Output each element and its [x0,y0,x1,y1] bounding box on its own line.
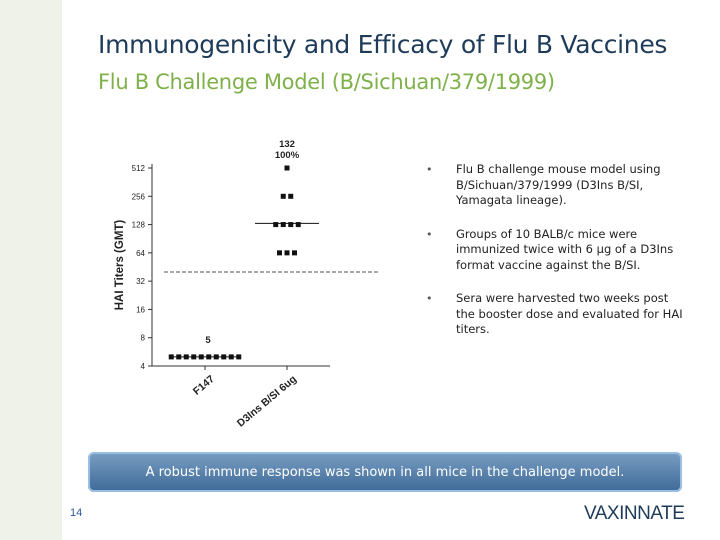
x-axis: F147 D3Ins B/SI 6ug [152,365,330,430]
y-axis: 4 8 16 32 64 128 256 512 [132,164,153,371]
bullet-text: Flu B challenge mouse model using B/Sich… [456,162,661,207]
y-tick-label: 32 [136,277,145,286]
data-point [277,250,282,256]
bullet-item: • Flu B challenge mouse model using B/Sic… [420,162,690,209]
y-tick-label: 128 [132,221,146,230]
slide-number: 14 [70,507,83,519]
group-annotation: 100% [275,150,300,161]
data-point [288,193,294,199]
data-point [284,250,290,256]
y-tick-label: 16 [136,305,145,314]
data-point [280,193,286,199]
x-tick-label: D3Ins B/SI 6ug [235,373,299,429]
y-axis-label: HAI Titers (GMT) [114,220,126,311]
left-sidebar-band [0,0,62,540]
conclusion-banner: A robust immune response was shown in al… [88,452,682,492]
x-tick-label: F147 [191,373,217,398]
bullet-marker: • [426,163,433,176]
company-logo: VAXINNATE [584,503,685,524]
data-points [168,165,319,360]
y-tick-label: 256 [132,192,146,201]
sidebar-divider [62,0,63,540]
data-point [292,250,297,256]
group-annotation: 132 [279,139,295,150]
data-point [288,222,294,228]
bullet-item: • Sera were harvested two weeks post the … [420,291,690,338]
slide-title: Immunogenicity and Efficacy of Flu B Vac… [98,30,668,59]
group-annotation: 5 [205,335,211,346]
data-point [284,165,290,171]
hai-titer-scatter-chart: HAI Titers (GMT) 4 8 16 32 64 128 256 512 F147 D… [114,139,380,430]
bullet-text: Sera were harvested two weeks post the b… [456,291,683,336]
y-tick-label: 8 [141,334,146,343]
y-tick-label: 4 [141,362,146,371]
data-point [273,222,279,228]
bullet-marker: • [426,227,433,241]
slide-subtitle: Flu B Challenge Model (B/Sichuan/379/199… [98,70,555,94]
y-tick-label: 64 [136,249,145,258]
bullet-marker: • [426,292,433,305]
bullet-text: Groups of 10 BALB/c mice were immunized … [456,226,674,272]
banner-text: A robust immune response was shown in al… [145,465,625,480]
bullet-list: • Flu B challenge mouse model using B/Sic… [420,162,690,356]
bullet-item: • Groups of 10 BALB/c mice were immunized… [420,227,690,274]
y-tick-label: 512 [132,164,146,173]
data-point [280,222,286,228]
data-point [295,222,301,228]
